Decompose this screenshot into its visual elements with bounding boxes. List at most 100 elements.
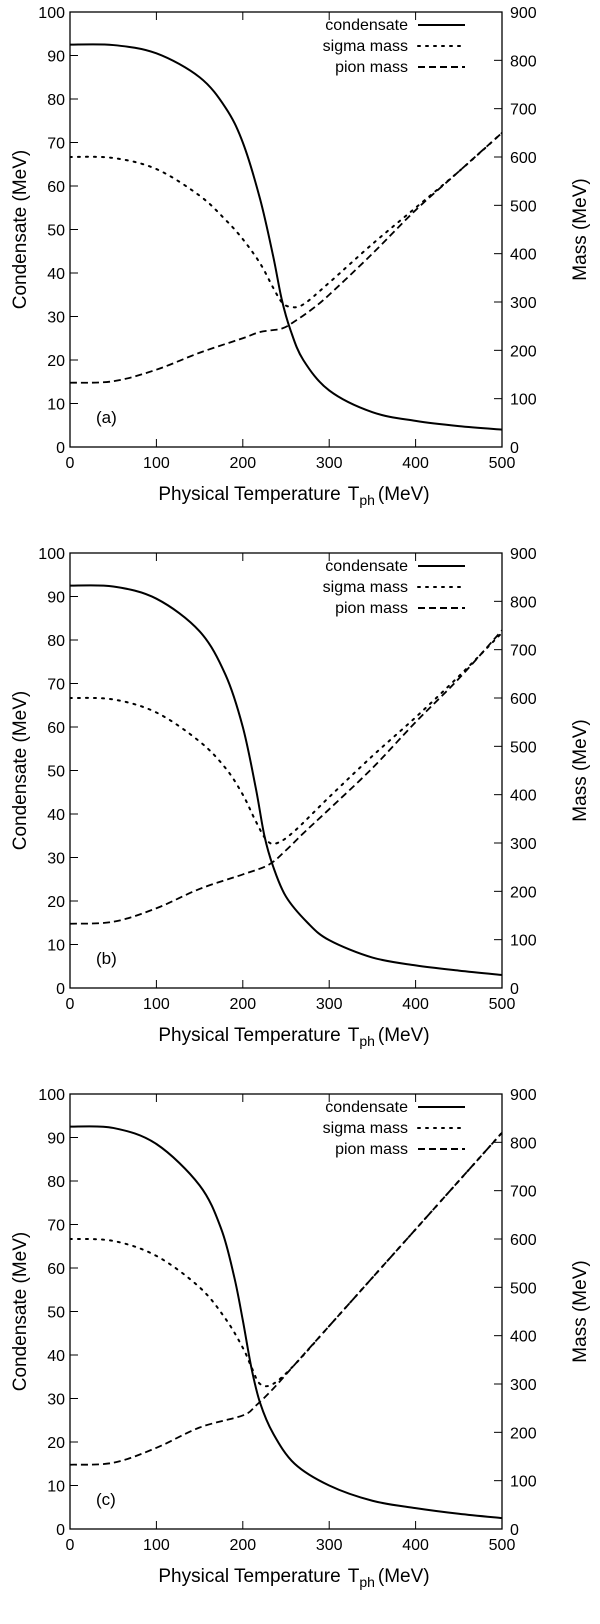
y-right-tick-label: 400 bbox=[510, 247, 537, 264]
y-right-tick-label: 300 bbox=[510, 1377, 537, 1394]
y-right-tick-label: 300 bbox=[510, 295, 537, 312]
y-left-tick-label: 40 bbox=[47, 1348, 65, 1365]
y-left-tick-label: 50 bbox=[47, 223, 65, 240]
y-left-axis-title: Condensate (MeV) bbox=[10, 1232, 31, 1391]
y-left-tick-label: 100 bbox=[38, 5, 65, 22]
y-left-tick-label: 90 bbox=[47, 590, 65, 607]
y-left-tick-label: 20 bbox=[47, 1435, 65, 1452]
series-line-condensate bbox=[70, 584, 502, 976]
x-tick-label: 100 bbox=[143, 1537, 170, 1554]
y-left-tick-label: 0 bbox=[56, 981, 65, 998]
y-left-tick-label: 80 bbox=[47, 92, 65, 109]
y-right-tick-label: 100 bbox=[510, 1474, 537, 1491]
x-axis-title-symbol: T bbox=[348, 1025, 360, 1046]
y-left-tick-label: 20 bbox=[47, 894, 65, 911]
y-right-tick-label: 800 bbox=[510, 1135, 537, 1152]
x-tick-label: 0 bbox=[66, 455, 75, 472]
legend-label: condensate bbox=[325, 17, 408, 34]
y-left-tick-label: 70 bbox=[47, 136, 65, 153]
y-right-tick-label: 200 bbox=[510, 1425, 537, 1442]
y-left-tick-label: 70 bbox=[47, 677, 65, 694]
y-right-tick-label: 0 bbox=[510, 1522, 519, 1539]
plot-frame bbox=[69, 552, 503, 989]
y-left-tick-label: 60 bbox=[47, 1261, 65, 1278]
y-left-tick-label: 70 bbox=[47, 1218, 65, 1235]
panel-label: (c) bbox=[96, 1490, 116, 1509]
series-line-pion-mass bbox=[70, 132, 502, 384]
x-tick-label: 100 bbox=[143, 996, 170, 1013]
y-right-tick-label: 400 bbox=[510, 1329, 537, 1346]
y-right-tick-label: 900 bbox=[510, 546, 537, 563]
panel-label: (a) bbox=[96, 408, 117, 427]
y-left-tick-label: 40 bbox=[47, 807, 65, 824]
legend-label: sigma mass bbox=[323, 38, 408, 55]
legend-label: pion mass bbox=[335, 1141, 408, 1158]
x-tick-label: 500 bbox=[489, 996, 516, 1013]
x-tick-label: 500 bbox=[489, 455, 516, 472]
y-left-axis-title: Condensate (MeV) bbox=[10, 150, 31, 309]
y-right-tick-label: 500 bbox=[510, 739, 537, 756]
x-axis-title-subscript: ph bbox=[359, 1033, 375, 1049]
y-right-axis-title: Mass (MeV) bbox=[570, 1260, 591, 1362]
y-right-tick-label: 100 bbox=[510, 933, 537, 950]
y-left-tick-label: 90 bbox=[47, 1131, 65, 1148]
y-left-tick-label: 10 bbox=[47, 1479, 65, 1496]
x-axis-title-text: Physical Temperature bbox=[158, 1566, 340, 1587]
x-tick-label: 400 bbox=[402, 1537, 429, 1554]
y-left-tick-label: 10 bbox=[47, 397, 65, 414]
y-left-tick-label: 100 bbox=[38, 546, 65, 563]
x-tick-label: 400 bbox=[402, 455, 429, 472]
series-line-sigma-mass bbox=[70, 1131, 502, 1388]
y-left-tick-label: 0 bbox=[56, 440, 65, 457]
chart-panel-3: 0 100 200 300 400 500010203040506070809010001… bbox=[10, 1087, 591, 1590]
series-line-condensate bbox=[70, 43, 502, 431]
y-right-tick-label: 500 bbox=[510, 198, 537, 215]
y-right-tick-label: 900 bbox=[510, 5, 537, 22]
panel-label: (b) bbox=[96, 949, 117, 968]
y-right-axis-title: Mass (MeV) bbox=[570, 178, 591, 280]
legend-label: pion mass bbox=[335, 59, 408, 76]
y-left-tick-label: 0 bbox=[56, 1522, 65, 1539]
x-axis-title-unit: (MeV) bbox=[378, 484, 430, 505]
y-right-tick-label: 0 bbox=[510, 981, 519, 998]
chart-panel-2: 0 100 200 300 400 500010203040506070809010001… bbox=[10, 546, 591, 1049]
plot-frame bbox=[69, 11, 503, 448]
series-line-pion-mass bbox=[70, 1132, 502, 1466]
series-line-sigma-mass bbox=[70, 631, 502, 845]
x-tick-label: 300 bbox=[316, 996, 343, 1013]
x-axis-title-unit: (MeV) bbox=[378, 1025, 430, 1046]
series-line-sigma-mass bbox=[70, 131, 502, 309]
y-right-tick-label: 700 bbox=[510, 643, 537, 660]
plot-frame bbox=[69, 1093, 503, 1530]
y-left-tick-label: 80 bbox=[47, 1174, 65, 1191]
y-left-tick-label: 80 bbox=[47, 633, 65, 650]
y-right-tick-label: 700 bbox=[510, 1184, 537, 1201]
x-axis-title-symbol: T bbox=[348, 1566, 360, 1587]
x-axis-title-subscript: ph bbox=[359, 492, 375, 508]
y-right-tick-label: 700 bbox=[510, 102, 537, 119]
x-tick-label: 400 bbox=[402, 996, 429, 1013]
y-right-tick-label: 300 bbox=[510, 836, 537, 853]
y-left-tick-label: 50 bbox=[47, 764, 65, 781]
x-axis-title-text: Physical Temperature bbox=[158, 1025, 340, 1046]
y-left-tick-label: 40 bbox=[47, 266, 65, 283]
y-left-tick-label: 10 bbox=[47, 938, 65, 955]
y-left-tick-label: 30 bbox=[47, 851, 65, 868]
y-left-tick-label: 60 bbox=[47, 179, 65, 196]
legend-label: sigma mass bbox=[323, 579, 408, 596]
y-right-tick-label: 600 bbox=[510, 1232, 537, 1249]
x-tick-label: 200 bbox=[229, 455, 256, 472]
y-right-tick-label: 0 bbox=[510, 440, 519, 457]
x-tick-label: 0 bbox=[66, 1537, 75, 1554]
y-right-tick-label: 800 bbox=[510, 53, 537, 70]
legend-label: condensate bbox=[325, 558, 408, 575]
y-left-tick-label: 100 bbox=[38, 1087, 65, 1104]
x-axis-title-subscript: ph bbox=[359, 1574, 375, 1590]
x-tick-label: 300 bbox=[316, 1537, 343, 1554]
x-tick-label: 200 bbox=[229, 996, 256, 1013]
x-axis-title: Physical Temperature Tph (MeV) bbox=[158, 1566, 429, 1590]
y-left-tick-label: 30 bbox=[47, 1392, 65, 1409]
y-right-tick-label: 500 bbox=[510, 1280, 537, 1297]
x-tick-label: 100 bbox=[143, 455, 170, 472]
